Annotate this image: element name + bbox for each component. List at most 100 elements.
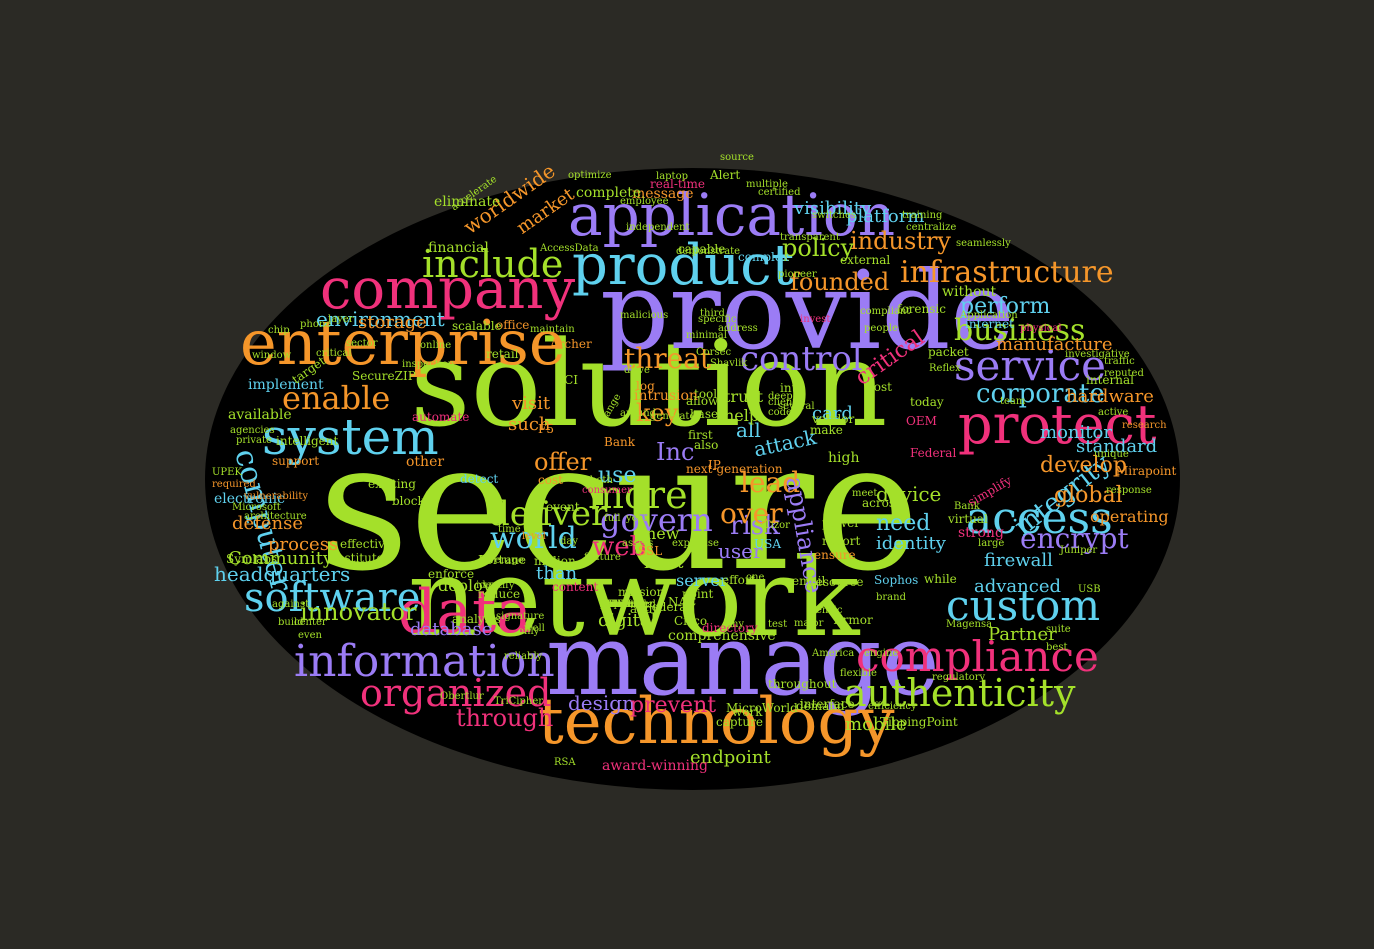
cloud-word: F5 [538, 422, 554, 436]
cloud-word: information [294, 636, 555, 687]
cloud-word: data [398, 577, 533, 647]
cloud-word: implement [248, 377, 324, 393]
cloud-word: SafeNet [600, 599, 642, 610]
cloud-word: architecture [244, 511, 307, 522]
cloud-word: monitor [1040, 422, 1112, 443]
cloud-word: electronic [214, 491, 285, 507]
cloud-word: identity [876, 533, 946, 554]
cloud-word: team [1000, 396, 1026, 407]
cloud-word: office [496, 318, 530, 332]
cloud-word: utilize [600, 599, 632, 610]
cloud-word: around [620, 408, 657, 419]
cloud-word: next-generation [686, 462, 783, 476]
cloud-word: even [298, 630, 322, 641]
cloud-word: enforce [428, 567, 475, 581]
cloud-word: Magensa [946, 619, 993, 630]
cloud-word: vendor [812, 412, 855, 426]
cloud-word: product [572, 233, 795, 298]
cloud-word: Bank [604, 435, 635, 449]
cloud-word: Archer [550, 337, 592, 351]
cloud-word: maintain [530, 324, 575, 335]
cloud-word: demand [796, 699, 845, 713]
cloud-word: inspection [402, 359, 455, 370]
cloud-word: cost [538, 473, 563, 487]
cloud-word: user [718, 539, 763, 563]
cloud-word: people [864, 323, 898, 334]
cloud-word: mission [618, 585, 665, 599]
cloud-word: provide [600, 249, 1015, 374]
cloud-word: Armor [834, 613, 873, 627]
cloud-word: host [866, 380, 892, 394]
cloud-word: feature [584, 552, 621, 563]
cloud-word: centralize [906, 222, 957, 233]
cloud-word: server [676, 571, 728, 590]
cloud-word: internet [965, 317, 1014, 331]
cloud-word: reliably [504, 651, 543, 662]
cloud-word: infrastructure [900, 255, 1114, 290]
cloud-word: Microsoft [232, 502, 281, 513]
cloud-word: offer [534, 448, 592, 476]
cloud-word: active [1098, 407, 1129, 418]
cloud-word: virtual [948, 512, 988, 526]
cloud-word: leverage [480, 555, 524, 566]
cloud-word: digital [598, 610, 657, 631]
cloud-word: SecureZIP [352, 369, 416, 383]
cloud-word: window [252, 350, 292, 361]
cloud-word: point [682, 587, 714, 601]
cloud-word: software [244, 575, 421, 621]
cloud-word: award-winning [602, 758, 709, 774]
cloud-word: operating [1090, 507, 1169, 526]
cloud-word: all [736, 418, 761, 442]
cloud-word: manufacture [996, 334, 1113, 355]
cloud-word: strong [958, 525, 1004, 541]
cloud-word: investigative [1065, 349, 1130, 360]
cloud-word: external [840, 253, 891, 267]
cloud-word: founded [790, 268, 890, 296]
cloud-word: Genzic [808, 605, 843, 616]
cloud-word: one [746, 572, 765, 583]
cloud-ellipse [205, 168, 1180, 790]
cloud-word: audit [630, 602, 662, 616]
cloud-word: switches [812, 210, 856, 221]
cloud-word: center [294, 617, 327, 628]
cloud-word: perform [960, 294, 1051, 319]
cloud-word: corporate [976, 379, 1105, 409]
cloud-word: source [720, 152, 754, 163]
cloud-word: retail [486, 347, 519, 361]
cloud-word: regulatory [932, 672, 986, 683]
cloud-word: tools [694, 387, 724, 401]
cloud-word: assured [600, 599, 640, 610]
cloud-word: develop [1040, 453, 1127, 478]
cloud-word: risk [730, 511, 780, 541]
cloud-word: malicious [620, 310, 669, 321]
cloud-word: engine [864, 648, 899, 659]
cloud-word: power [822, 516, 861, 530]
cloud-word: validated [600, 599, 647, 610]
cloud-word: visit [512, 393, 551, 414]
cloud-word: than [536, 563, 578, 584]
cloud-word: firewall [984, 550, 1053, 571]
cloud-word: sector [346, 338, 378, 349]
cloud-word: identify [476, 580, 515, 591]
cloud-word: day [560, 536, 579, 547]
cloud-word: scalable [452, 319, 502, 333]
cloud-word: reputed [1104, 368, 1144, 379]
cloud-word: automate [412, 410, 470, 424]
cloud-word: storage [358, 312, 427, 333]
cloud-word: ensure [814, 548, 856, 562]
cloud-word: Capital [600, 599, 637, 610]
cloud-word: specific [698, 314, 737, 325]
cloud-word: RSA [554, 757, 576, 768]
cloud-word: trust [724, 387, 764, 406]
cloud-word: address [718, 323, 758, 334]
cloud-word: third [700, 308, 725, 319]
cloud-word: optimize [568, 170, 612, 181]
cloud-word: work [732, 705, 763, 719]
cloud-word: visibility [794, 198, 872, 219]
cloud-word: build [278, 617, 304, 628]
cloud-word: endpoint [690, 747, 771, 768]
cloud-word: pioneer [778, 269, 817, 280]
cloud-word: Corsec [696, 347, 732, 358]
cloud-word: complex [738, 250, 789, 264]
cloud-word: independent [626, 222, 690, 233]
